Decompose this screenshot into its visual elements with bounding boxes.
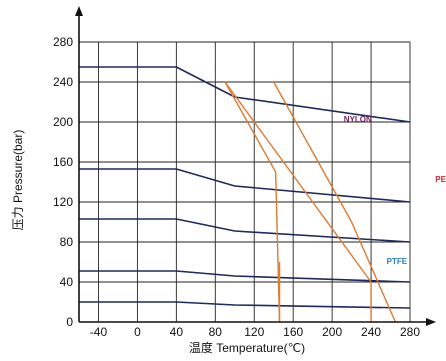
x-tick-label: 80 (209, 325, 223, 339)
series-line-cl900-body-rating (79, 168, 411, 203)
series-line-peek (273, 81, 397, 323)
series-line-cl300-body-rating (79, 270, 411, 283)
x-tick-label: 40 (170, 325, 184, 339)
y-tick-label: 120 (53, 195, 73, 209)
x-axis-label: 温度 Temperature(℃) (189, 340, 305, 355)
x-tick-label: 200 (322, 325, 342, 339)
series-line-nylon (224, 81, 281, 323)
x-axis-arrow (426, 318, 436, 326)
grid (79, 41, 411, 322)
x-tick-label: 240 (361, 325, 381, 339)
x-tick-label: 160 (283, 325, 303, 339)
series-line-cl600-body-rating (79, 218, 411, 243)
x-tick-label: 120 (244, 325, 264, 339)
material-label-peek: PEEK (435, 175, 446, 184)
y-tick-label: 40 (60, 275, 74, 289)
tick-labels: -40 0 40 80 120 160 200 240 280 0 40 80 120 160 200 240… (53, 35, 420, 339)
y-tick-label: 240 (53, 75, 73, 89)
y-tick-label: 0 (66, 315, 73, 329)
x-tick-label: -40 (90, 325, 108, 339)
series-line-rptfe (224, 81, 372, 322)
y-tick-label: 200 (53, 115, 73, 129)
series-labels: CL1500 Body RatingCL900 Body RatingCL600… (344, 115, 446, 266)
y-tick-label: 160 (53, 155, 73, 169)
y-axis-arrow (75, 6, 83, 16)
x-tick-label: 280 (400, 325, 420, 339)
series-group (79, 66, 411, 323)
series-line-cl1500-body-rating (79, 66, 411, 123)
y-axis-label: 压力 Pressure(bar) (11, 130, 25, 231)
axes (75, 6, 436, 326)
y-tick-label: 80 (60, 235, 74, 249)
x-tick-label: 0 (134, 325, 141, 339)
material-label-nylon: NYLON (344, 115, 372, 124)
y-tick-label: 280 (53, 35, 73, 49)
series-line-cl150-body-rating (79, 301, 411, 309)
material-label-ptfe: PTFE (387, 257, 408, 266)
